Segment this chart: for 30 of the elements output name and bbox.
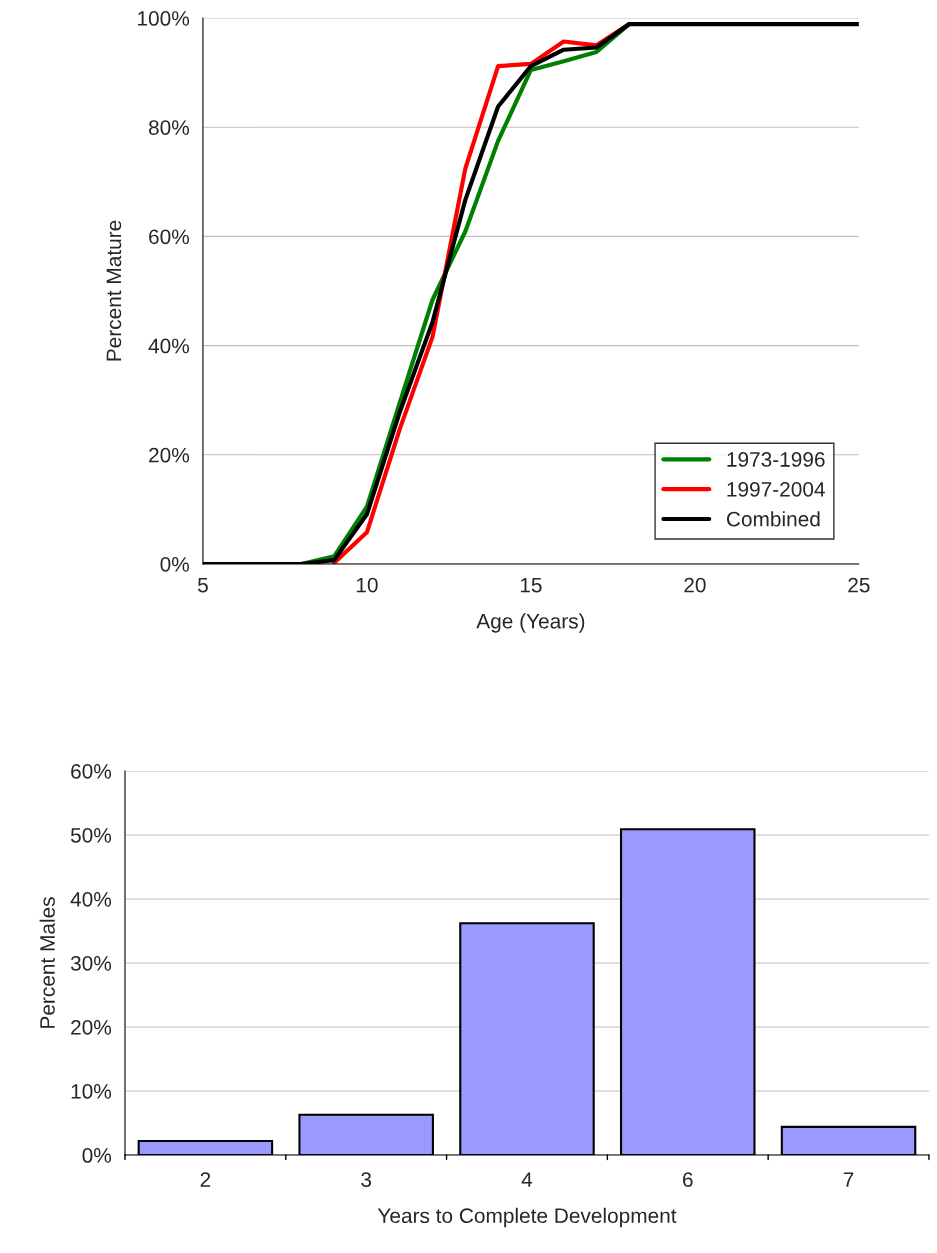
y-tick-label: 100% bbox=[138, 11, 190, 26]
x-axis-title: Age (Years) bbox=[476, 613, 585, 633]
x-tick-label: 4 bbox=[521, 1172, 533, 1187]
x-tick-label: 10 bbox=[356, 577, 378, 593]
y-tick-label: 20% bbox=[149, 447, 190, 463]
legend-label: 1973-1996 bbox=[727, 452, 825, 467]
y-axis-title: Percent Mature bbox=[106, 220, 122, 361]
y-tick-label: 60% bbox=[149, 229, 190, 245]
y-tick-label: 80% bbox=[148, 120, 190, 135]
legend-label: Combined bbox=[726, 511, 820, 527]
x-tick-label: 2 bbox=[200, 1172, 211, 1187]
x-tick-label: 7 bbox=[843, 1172, 854, 1187]
y-tick-label: 40% bbox=[148, 338, 190, 354]
y-tick-label: 30% bbox=[70, 955, 112, 971]
y-tick-label: 40% bbox=[70, 891, 112, 907]
legend-label: 1997-2004 bbox=[727, 481, 825, 497]
y-tick-label: 60% bbox=[71, 763, 112, 779]
x-tick-label: 15 bbox=[520, 577, 542, 593]
x-tick-label: 3 bbox=[361, 1172, 372, 1187]
x-tick-label: 6 bbox=[683, 1172, 693, 1187]
x-tick-label: 25 bbox=[848, 577, 870, 593]
x-axis-title: Years to Complete Development bbox=[377, 1207, 677, 1228]
y-axis-title: Percent Males bbox=[39, 897, 55, 1028]
y-tick-label: 10% bbox=[71, 1084, 112, 1099]
y-tick-label: 50% bbox=[70, 827, 112, 843]
x-tick-label: 5 bbox=[197, 577, 208, 593]
y-tick-label: 0% bbox=[82, 1148, 112, 1163]
x-tick-label: 20 bbox=[684, 577, 706, 593]
y-tick-label: 20% bbox=[71, 1020, 112, 1035]
y-tick-label: 0% bbox=[160, 556, 190, 572]
